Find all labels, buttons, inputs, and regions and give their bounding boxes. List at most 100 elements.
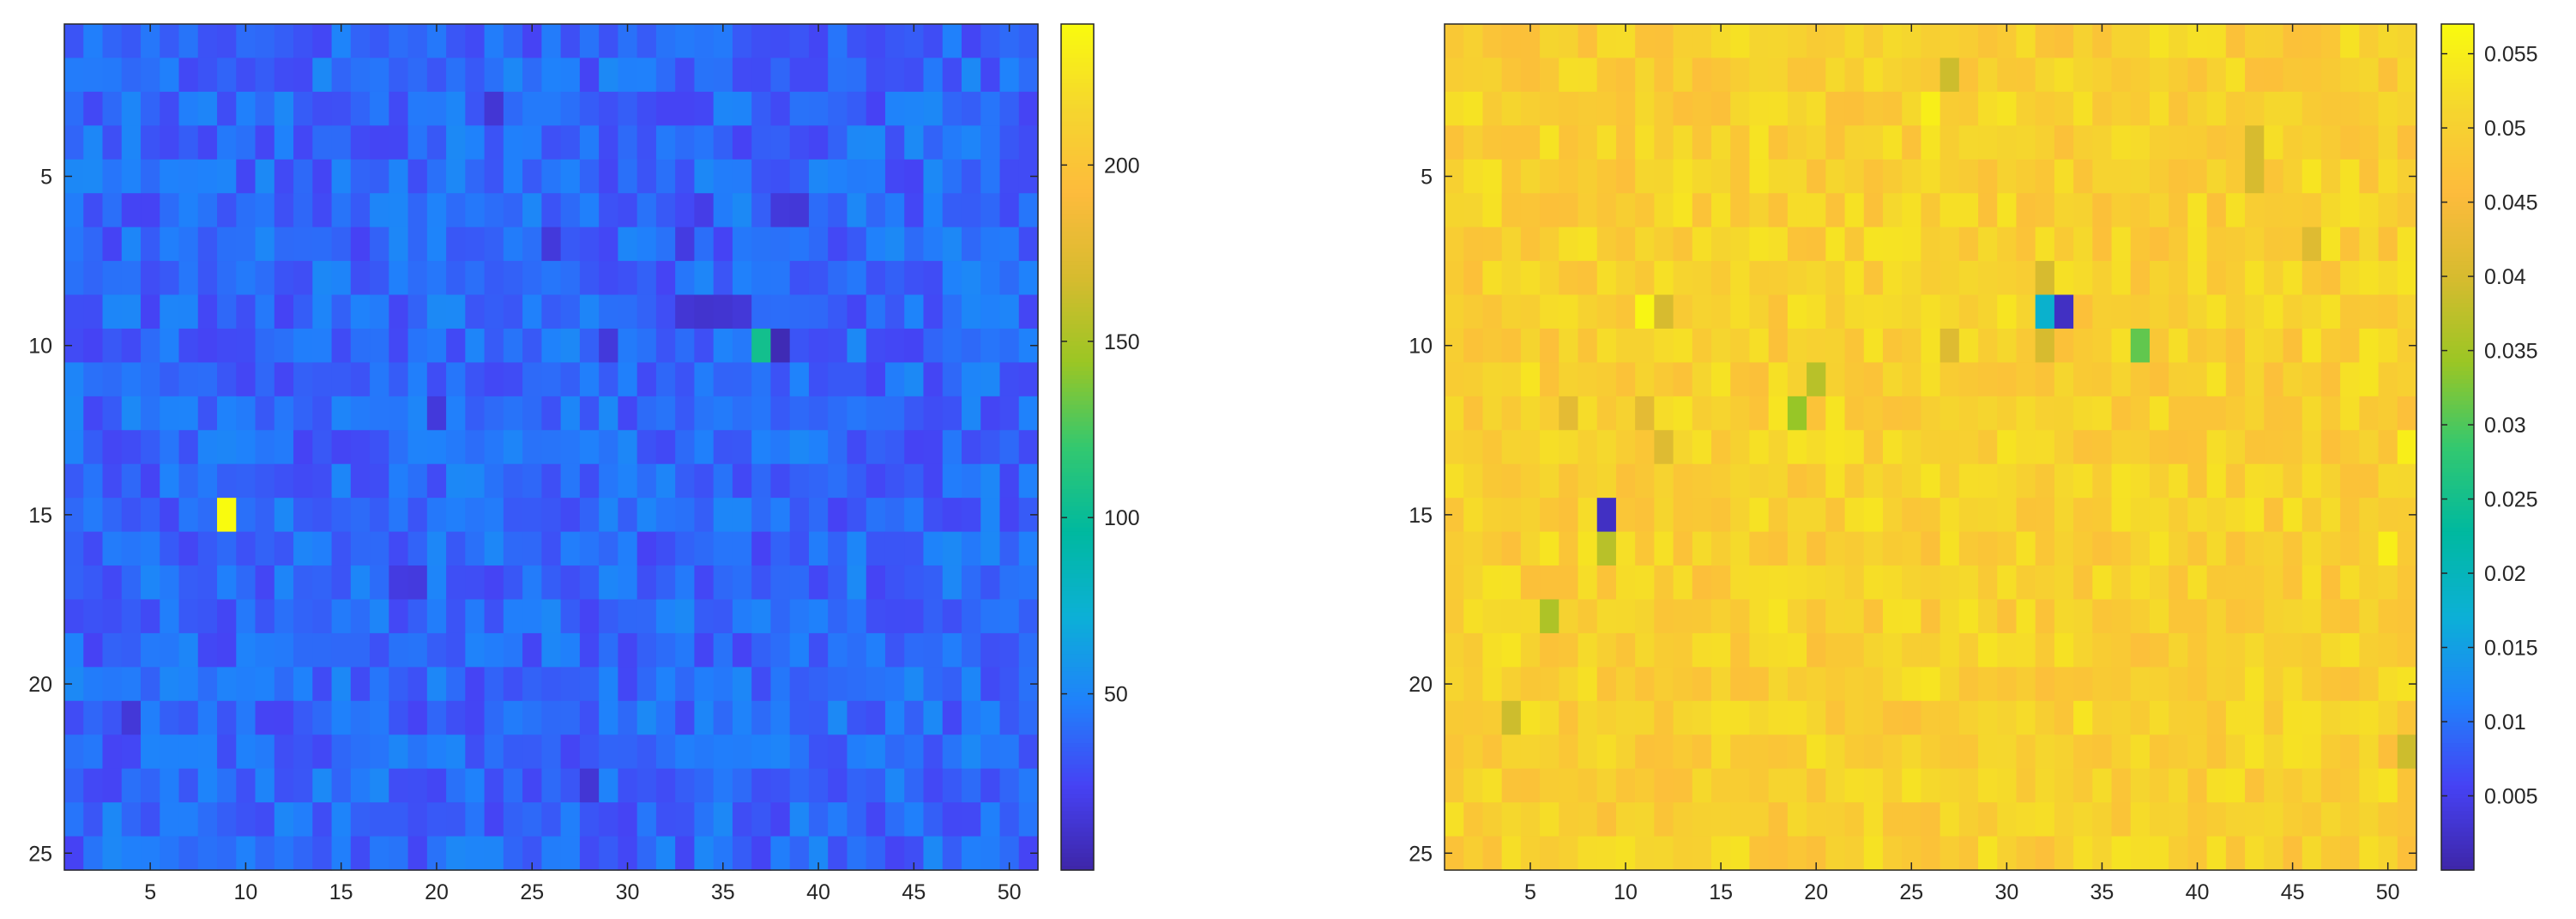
heatmap-cell [1501,294,1522,330]
heatmap-cell [961,396,981,431]
heatmap-cell [884,362,905,397]
heatmap-cell [2111,735,2132,770]
heatmap-cell [503,836,523,871]
heatmap-cell [694,836,715,871]
heatmap-cell [579,24,600,59]
heatmap-cell [2206,125,2227,160]
heatmap-cell [618,802,638,837]
heatmap-cell [2302,836,2322,871]
heatmap-cell [141,91,160,126]
heatmap-cell [83,396,104,431]
heatmap-cell [2320,632,2341,668]
heatmap-cell [1863,193,1884,228]
heatmap-cell [675,294,696,330]
heatmap-cell [789,632,810,668]
heatmap-cell [1445,227,1464,262]
heatmap-cell [465,735,486,770]
heatmap-cell [541,24,562,59]
heatmap-cell [2054,802,2074,837]
heatmap-cell [2397,227,2417,262]
heatmap-cell [312,362,333,397]
colorbar-segment [1061,362,1094,367]
heatmap-cell [484,836,504,871]
axes-box [63,23,1039,871]
heatmap-cell [274,768,294,803]
heatmap-cell [1730,667,1751,702]
heatmap-cell [828,735,848,770]
heatmap-cell [1978,24,1998,59]
colorbar-segment [2441,565,2474,571]
heatmap-cell [884,463,905,499]
heatmap-cell [1882,294,1903,330]
heatmap-cell [484,802,504,837]
heatmap-cell [713,294,733,330]
heatmap-cell [236,667,256,702]
heatmap-cell [1825,125,1846,160]
colorbar-segment [2441,675,2474,680]
heatmap-cell [1615,261,1636,296]
heatmap-cell [1654,735,1674,770]
heatmap-cell [1882,599,1903,634]
heatmap-cell [407,463,428,499]
colorbar-segment [2441,286,2474,292]
colorbar-segment [2441,518,2474,524]
heatmap-cell [2169,396,2189,431]
heatmap-cell [484,396,504,431]
heatmap-cell [1863,768,1884,803]
heatmap-cell [1787,667,1807,702]
heatmap-cell [102,700,123,735]
heatmap-cell [1018,430,1039,465]
heatmap-cell [64,328,84,363]
heatmap-cell [980,735,1001,770]
colorbar-segment [1061,671,1094,676]
heatmap-cell [64,294,84,330]
heatmap-cell [2302,328,2322,363]
heatmap-cell [2073,294,2093,330]
heatmap-cell [255,531,275,566]
heatmap-cell [789,498,810,533]
colorbar-segment [2441,434,2474,439]
heatmap-cell [1787,463,1807,499]
heatmap-cell [999,261,1020,296]
heatmap-cell [1902,261,1921,296]
heatmap-cell [2073,227,2093,262]
heatmap-cell [2283,328,2303,363]
heatmap-cell [522,159,542,194]
heatmap-cell [1615,227,1636,262]
colorbar-segment [1061,413,1094,419]
heatmap-cell [236,125,256,160]
heatmap-cell [217,227,237,262]
heatmap-cell [293,768,313,803]
colorbar-segment [2441,700,2474,706]
heatmap-cell [1825,430,1846,465]
colorbar-segment [1061,205,1094,211]
heatmap-cell [446,91,466,126]
heatmap-cell [1635,565,1655,601]
heatmap-cell [255,632,275,668]
heatmap-cell [1768,227,1789,262]
heatmap-cell [121,836,142,871]
heatmap-cell [560,735,581,770]
heatmap-cell [847,565,867,601]
heatmap-cell [2264,294,2284,330]
heatmap-cell [866,565,886,601]
colorbar-segment [1061,535,1094,541]
colorbar-segment [2441,112,2474,118]
heatmap-cell [1654,91,1674,126]
heatmap-cell [599,802,618,837]
heatmap-cell [217,667,237,702]
heatmap-cell [426,227,447,262]
heatmap-cell [1825,735,1846,770]
heatmap-cell [1540,261,1559,296]
heatmap-cell [503,531,523,566]
heatmap-cell [1615,57,1636,93]
heatmap-cell [1997,599,2018,634]
heatmap-cell [426,261,447,296]
heatmap-cell [370,531,389,566]
heatmap-cell [1635,91,1655,126]
heatmap-cell [1520,531,1541,566]
heatmap-cell [1692,396,1712,431]
heatmap-cell [751,735,772,770]
heatmap-cell [64,531,84,566]
heatmap-cell [522,193,542,228]
